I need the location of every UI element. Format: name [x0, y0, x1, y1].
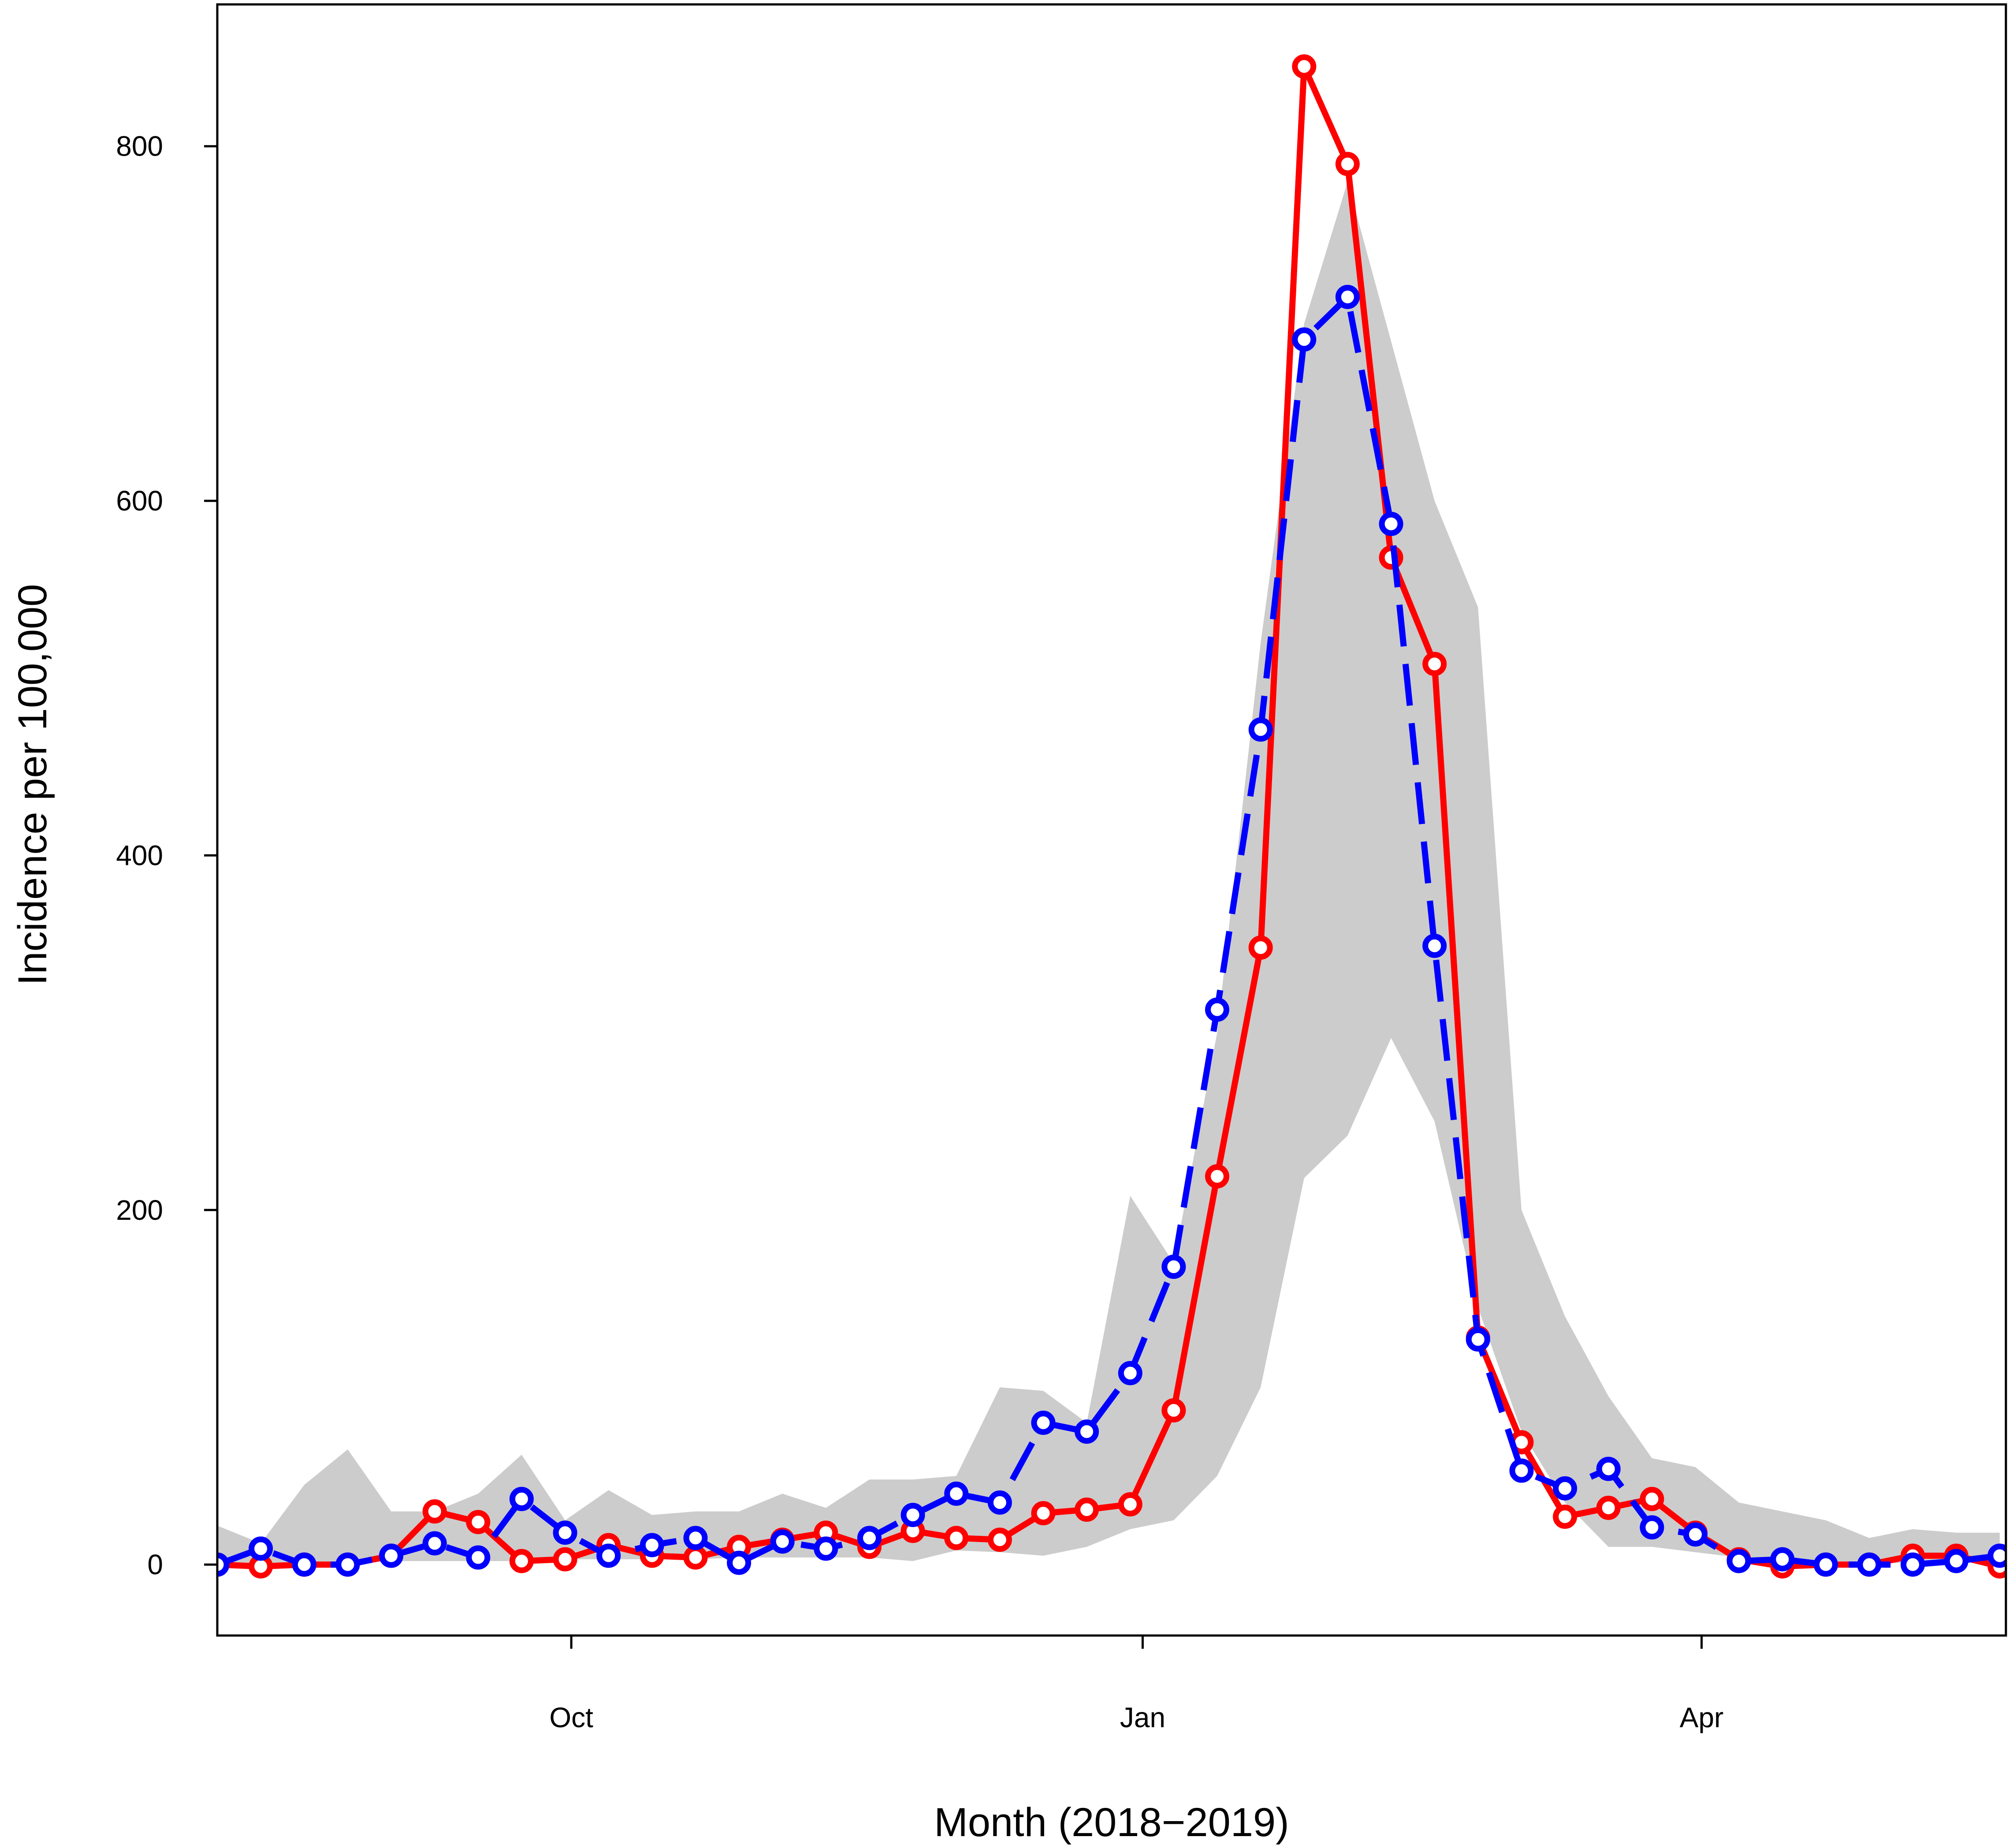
x-tick-label: Apr [1680, 1702, 1724, 1733]
blue-series-point [1683, 1522, 1708, 1547]
y-axis: 0 200 400 600 800 [116, 130, 217, 1580]
blue-series-point [1292, 327, 1317, 352]
red-series-point [1205, 1164, 1229, 1189]
blue-series-point [1379, 511, 1403, 536]
x-axis-title: Month (2018−2019) [934, 1800, 1289, 1845]
x-axis: Oct Jan Apr [549, 1636, 1723, 1733]
blue-series-point [857, 1526, 882, 1550]
blue-series [217, 285, 2006, 1577]
red-series-point [553, 1547, 577, 1572]
red-series-point [509, 1549, 534, 1573]
uncertainty-band-layer [217, 182, 2000, 1565]
x-tick-label: Oct [549, 1702, 593, 1733]
blue-series-point [1205, 997, 1229, 1022]
series-layer [217, 54, 2006, 1579]
blue-series-point [1075, 1420, 1099, 1444]
red-series-point [1161, 1398, 1186, 1423]
uncertainty-band [217, 182, 2000, 1565]
blue-series-point [335, 1552, 360, 1577]
red-series-point [1553, 1505, 1577, 1529]
y-tick-label: 800 [116, 130, 163, 162]
red-series-point [1075, 1498, 1099, 1522]
blue-series-point [379, 1543, 403, 1568]
blue-series-point [1944, 1549, 1968, 1573]
red-series-point [944, 1526, 969, 1550]
blue-series-point [770, 1529, 795, 1554]
blue-series-point [596, 1543, 621, 1568]
blue-series-point [292, 1552, 316, 1577]
blue-series-point [1031, 1410, 1056, 1435]
red-series-point [422, 1499, 447, 1524]
y-tick-label: 600 [116, 485, 163, 517]
red-series-point [1118, 1492, 1142, 1516]
blue-series-point [683, 1526, 708, 1550]
blue-series-point [727, 1550, 752, 1575]
red-series-point [466, 1510, 491, 1535]
blue-series-point [249, 1536, 273, 1561]
red-series-point [1335, 152, 1360, 176]
blue-series-point [217, 1552, 230, 1577]
blue-series-point [900, 1503, 925, 1527]
blue-series-point [944, 1481, 969, 1506]
blue-series-point [1901, 1552, 1925, 1577]
red-series-point [1031, 1501, 1056, 1525]
x-tick-label: Jan [1120, 1702, 1165, 1733]
blue-series-point [1118, 1361, 1142, 1386]
blue-series-point [422, 1531, 447, 1556]
y-tick-label: 400 [116, 839, 163, 871]
blue-series-point [1596, 1457, 1621, 1481]
blue-series-point [1553, 1476, 1577, 1501]
blue-series-point [1466, 1327, 1490, 1352]
red-series-point [1640, 1487, 1664, 1511]
red-series-point [1422, 652, 1447, 676]
blue-series-point [1509, 1458, 1534, 1483]
red-series-point [1248, 935, 1273, 960]
plot-frame [216, 3, 2007, 1637]
red-series-point [1292, 54, 1317, 79]
blue-series-point [1640, 1515, 1664, 1540]
blue-series-point [1813, 1552, 1838, 1577]
blue-series-point [987, 1490, 1012, 1515]
blue-series-point [553, 1520, 577, 1545]
blue-series-point [1770, 1547, 1795, 1572]
blue-series-point [1857, 1552, 1882, 1577]
blue-series-point [509, 1487, 534, 1511]
y-tick-label: 0 [147, 1549, 163, 1580]
blue-series-point [1422, 934, 1447, 958]
blue-series-point [1161, 1255, 1186, 1279]
y-tick-label: 200 [116, 1194, 163, 1226]
blue-series-point [466, 1545, 491, 1570]
blue-series-point [1726, 1549, 1751, 1573]
blue-series-point [814, 1536, 838, 1561]
blue-series-point [640, 1533, 664, 1557]
blue-series-point [1335, 285, 1360, 309]
blue-series-point [1248, 717, 1273, 742]
red-series-point [987, 1528, 1012, 1552]
y-axis-title: Incidence per 100,000 [10, 584, 55, 985]
blue-series-point [1987, 1543, 2006, 1568]
red-series-point [683, 1545, 708, 1570]
red-series-point [1596, 1495, 1621, 1520]
